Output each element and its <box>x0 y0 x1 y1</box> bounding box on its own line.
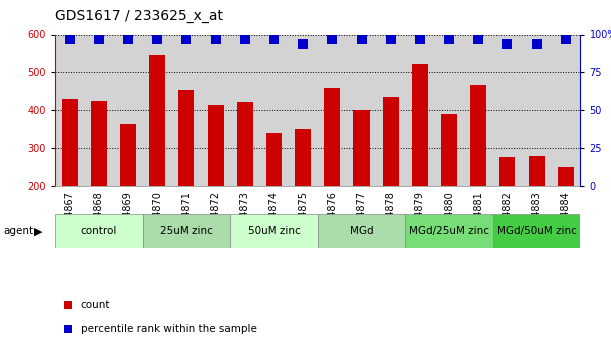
Bar <box>470 85 486 186</box>
Bar <box>382 98 399 186</box>
Text: percentile rank within the sample: percentile rank within the sample <box>81 325 257 334</box>
Point <box>561 36 571 42</box>
Bar <box>354 110 370 186</box>
Point <box>298 41 308 46</box>
Text: 25uM zinc: 25uM zinc <box>160 226 213 236</box>
Text: GDS1617 / 233625_x_at: GDS1617 / 233625_x_at <box>55 9 223 23</box>
Point <box>386 36 395 42</box>
Text: MGd/25uM zinc: MGd/25uM zinc <box>409 226 489 236</box>
Point <box>211 36 221 42</box>
Bar <box>142 214 230 248</box>
Bar <box>208 106 224 186</box>
Point <box>181 36 191 42</box>
Bar <box>412 64 428 186</box>
Bar <box>62 99 78 186</box>
Point <box>415 36 425 42</box>
Bar <box>178 90 194 186</box>
Point <box>503 41 513 46</box>
Point <box>532 41 541 46</box>
Bar <box>55 214 142 248</box>
Bar <box>295 129 311 186</box>
Bar <box>236 102 253 186</box>
Bar <box>120 125 136 186</box>
Text: control: control <box>81 226 117 236</box>
Text: agent: agent <box>3 226 33 236</box>
Point <box>357 36 367 42</box>
Point <box>123 36 133 42</box>
Bar <box>91 100 107 186</box>
Bar <box>318 214 405 248</box>
Bar <box>149 55 165 186</box>
Bar <box>230 214 318 248</box>
Text: ▶: ▶ <box>34 226 43 236</box>
Bar <box>405 214 493 248</box>
Text: MGd: MGd <box>349 226 373 236</box>
Bar <box>499 157 516 186</box>
Bar <box>324 88 340 186</box>
Bar <box>558 167 574 186</box>
Text: MGd/50uM zinc: MGd/50uM zinc <box>497 226 577 236</box>
Point <box>444 36 454 42</box>
Point <box>64 327 73 332</box>
Bar <box>493 214 580 248</box>
Point <box>269 36 279 42</box>
Point <box>474 36 483 42</box>
Bar <box>266 133 282 186</box>
Bar <box>529 156 544 186</box>
Point <box>327 36 337 42</box>
Text: 50uM zinc: 50uM zinc <box>247 226 301 236</box>
Bar <box>441 114 457 186</box>
Point <box>152 36 162 42</box>
Text: count: count <box>81 300 110 310</box>
Point <box>65 36 75 42</box>
Point <box>94 36 104 42</box>
Point <box>240 36 250 42</box>
Point <box>64 303 73 308</box>
